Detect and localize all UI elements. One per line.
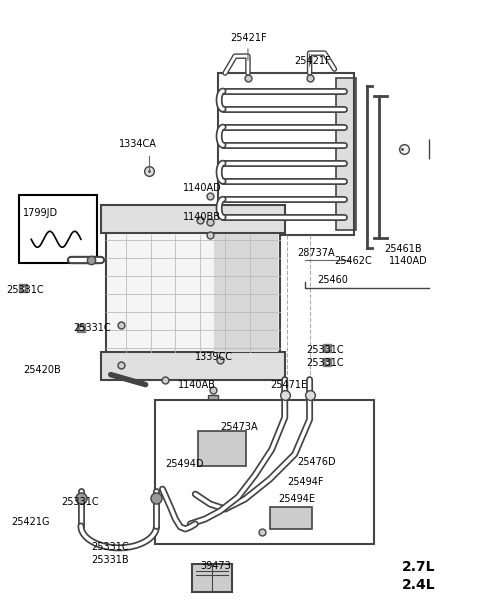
Bar [198,431,246,466]
Bar [156,400,374,544]
Text: 25473A: 25473A [220,422,258,433]
Bar [101,205,285,233]
Bar [101,352,285,380]
Text: 2.4L: 2.4L [402,578,436,592]
Text: 25494D: 25494D [166,459,204,469]
Text: 25494F: 25494F [288,477,324,487]
Bar [218,73,354,235]
Bar [270,507,312,529]
Bar [336,78,356,230]
Bar [19,196,97,263]
Text: 25471E: 25471E [270,380,307,389]
Text: 25462C: 25462C [335,256,372,266]
Text: 2.7L: 2.7L [402,560,436,574]
Text: 1140AD: 1140AD [183,184,222,193]
Text: 1799JD: 1799JD [23,208,59,218]
Text: 39473: 39473 [200,561,231,571]
Text: 25421G: 25421G [12,517,50,527]
Text: 25421F: 25421F [230,33,267,43]
Text: 25461B: 25461B [384,244,422,254]
Text: 25460: 25460 [318,275,348,285]
Bar [208,395,218,403]
Text: 28737A: 28737A [298,248,336,258]
Text: 25331C: 25331C [307,358,344,368]
Text: 25420B: 25420B [23,365,61,374]
Text: 25331C: 25331C [307,345,344,355]
Bar [106,211,280,370]
Text: 25331C: 25331C [61,497,99,507]
Text: 25476D: 25476D [298,457,336,467]
Text: 25421F: 25421F [295,56,331,66]
Text: 1334CA: 1334CA [119,139,156,149]
Text: 25494E: 25494E [278,494,315,504]
Text: 1339CC: 1339CC [195,352,233,362]
Text: 1140AB: 1140AB [179,380,216,389]
Bar [214,235,278,352]
Text: 1140AD: 1140AD [389,256,428,266]
Text: 25331B: 25331B [91,555,129,565]
Bar [192,564,232,592]
Text: 1140BB: 1140BB [183,212,221,223]
Text: 25331C: 25331C [91,542,129,552]
Text: 25331C: 25331C [73,323,110,333]
Text: 25331C: 25331C [6,285,44,295]
